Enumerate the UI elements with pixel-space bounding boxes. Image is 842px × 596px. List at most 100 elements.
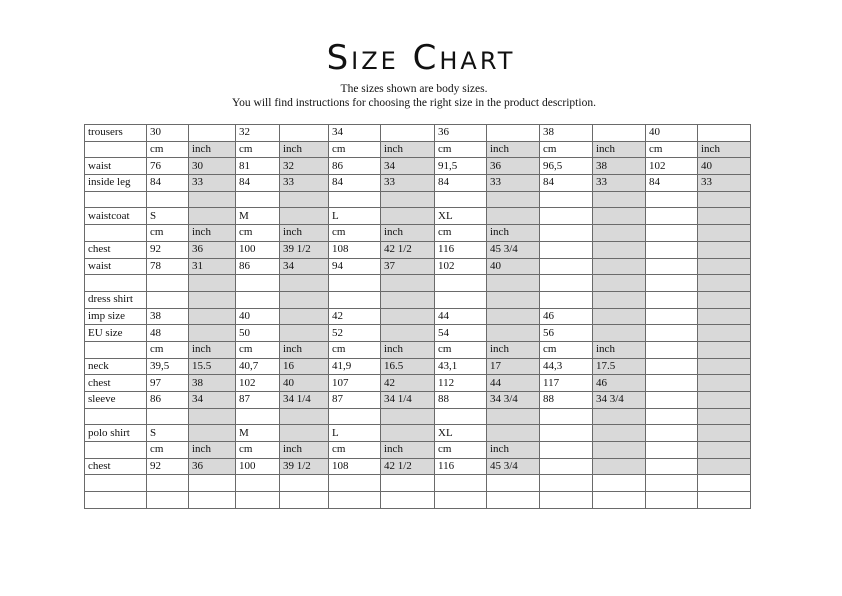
table-cell: 36	[188, 457, 236, 476]
row-label-cell	[84, 190, 147, 209]
table-cell	[486, 207, 540, 226]
table-cell	[592, 224, 646, 242]
table-cell: inch	[380, 340, 435, 359]
table-row: neck 39,5 15.5 40,7 16 41,9 16.5 43,1 17 44,3 17.5	[84, 357, 751, 376]
table-cell: 94	[328, 257, 381, 276]
table-row: cm inch cm inch cm inch cm inch	[84, 224, 751, 242]
table-cell: 44,3	[539, 357, 593, 376]
table-cell	[486, 124, 540, 142]
table-cell	[539, 240, 593, 259]
table-cell: 36	[434, 124, 487, 142]
row-label-cell: dress shirt	[84, 290, 147, 309]
table-cell: inch	[486, 340, 540, 359]
table-cell: 81	[235, 157, 280, 176]
table-cell: 102	[434, 257, 487, 276]
table-cell: inch	[188, 224, 236, 242]
table-cell: 92	[146, 457, 189, 476]
table-cell: 46	[592, 374, 646, 392]
row-label-cell: chest	[84, 374, 147, 392]
table-cell	[328, 407, 381, 426]
table-cell: 92	[146, 240, 189, 259]
table-cell	[434, 274, 487, 292]
table-cell: 16.5	[380, 357, 435, 376]
table-cell: 117	[539, 374, 593, 392]
table-cell: 33	[697, 174, 751, 192]
table-cell	[146, 290, 189, 309]
table-cell	[697, 441, 751, 459]
table-cell: 86	[235, 257, 280, 276]
table-cell: 43,1	[434, 357, 487, 376]
table-cell	[380, 124, 435, 142]
table-cell	[328, 491, 381, 509]
row-label-cell: neck	[84, 357, 147, 376]
table-cell	[188, 190, 236, 209]
table-cell	[592, 190, 646, 209]
table-cell	[279, 474, 329, 493]
table-cell	[235, 407, 280, 426]
table-cell	[188, 407, 236, 426]
row-label-cell: imp size	[84, 307, 147, 326]
table-cell: 38	[188, 374, 236, 392]
table-cell: 36	[486, 157, 540, 176]
table-cell: 39 1/2	[279, 457, 329, 476]
table-cell: 31	[188, 257, 236, 276]
table-cell: 37	[380, 257, 435, 276]
table-cell	[539, 290, 593, 309]
table-cell	[697, 457, 751, 476]
size-chart-body: trousers 30 32 34 36 38 40 cm inch cm inch cm inch cm…	[84, 124, 751, 509]
table-cell	[486, 474, 540, 493]
table-cell: 40,7	[235, 357, 280, 376]
table-row: dress shirt	[84, 290, 751, 309]
table-cell	[539, 257, 593, 276]
table-cell	[328, 474, 381, 493]
table-cell	[645, 357, 698, 376]
table-cell: 87	[235, 391, 280, 409]
table-cell: 112	[434, 374, 487, 392]
table-cell: 40	[486, 257, 540, 276]
row-label-cell: waist	[84, 257, 147, 276]
table-cell: 15.5	[188, 357, 236, 376]
table-cell	[279, 190, 329, 209]
table-cell: 97	[146, 374, 189, 392]
table-row: cm inch cm inch cm inch cm inch cm inch	[84, 340, 751, 359]
table-cell	[279, 124, 329, 142]
table-cell	[486, 274, 540, 292]
table-cell: 102	[645, 157, 698, 176]
table-cell: 48	[146, 324, 189, 342]
table-cell	[645, 441, 698, 459]
table-cell	[235, 491, 280, 509]
table-row: chest 97 38 102 40 107 42 112 44 117 46	[84, 374, 751, 392]
table-cell: 33	[279, 174, 329, 192]
table-cell: cm	[434, 140, 487, 159]
table-cell: XL	[434, 424, 487, 443]
table-cell: 52	[328, 324, 381, 342]
page-title: Size Chart	[326, 38, 516, 78]
table-cell: 84	[434, 174, 487, 192]
table-cell: 33	[592, 174, 646, 192]
table-cell: 42 1/2	[380, 240, 435, 259]
table-cell: 87	[328, 391, 381, 409]
table-cell	[592, 424, 646, 443]
table-cell	[434, 407, 487, 426]
row-label-cell	[84, 274, 147, 292]
table-cell: cm	[235, 224, 280, 242]
table-cell	[592, 491, 646, 509]
table-cell: cm	[235, 441, 280, 459]
table-cell	[645, 424, 698, 443]
size-chart-table: trousers 30 32 34 36 38 40 cm inch cm inch cm inch cm…	[84, 124, 751, 509]
table-cell	[434, 474, 487, 493]
table-cell: 41,9	[328, 357, 381, 376]
table-cell: 40	[697, 157, 751, 176]
table-cell	[697, 391, 751, 409]
table-cell: inch	[486, 224, 540, 242]
table-cell: 86	[146, 391, 189, 409]
table-cell: 38	[592, 157, 646, 176]
table-cell: 30	[146, 124, 189, 142]
table-cell: 56	[539, 324, 593, 342]
table-cell	[188, 324, 236, 342]
table-cell: inch	[188, 340, 236, 359]
table-cell: 32	[235, 124, 280, 142]
table-cell: 45 3/4	[486, 457, 540, 476]
table-cell	[592, 290, 646, 309]
table-cell: M	[235, 207, 280, 226]
